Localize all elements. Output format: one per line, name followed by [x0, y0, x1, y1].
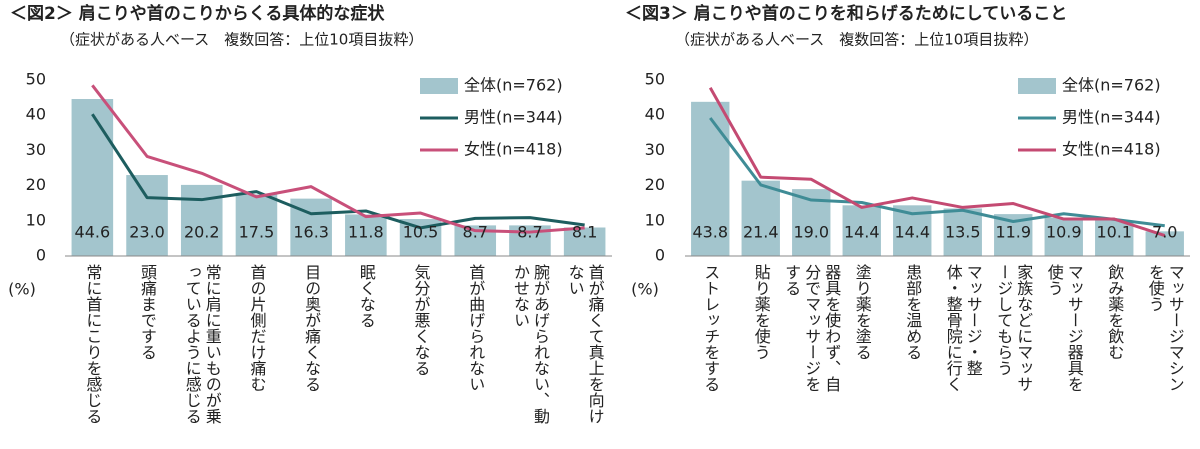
x-tick-label: 常に首にこりを感じる: [83, 264, 103, 424]
data-label: 7.0: [1152, 223, 1177, 242]
bar: [563, 227, 606, 256]
x-tick-label: マッサージ・整体・整骨院に行く: [943, 264, 983, 392]
bar: [71, 99, 114, 257]
bar: [1095, 220, 1134, 256]
x-tick-label: 器具を使わず、自分でマッサージをする: [782, 264, 842, 392]
y-axis-label: (%): [8, 280, 36, 299]
x-tick-label: 患部を温める: [903, 264, 923, 360]
chart-subtitle: （症状がある人ベース 複数回答：上位10項目抜粋）: [60, 31, 423, 49]
y-tick-label: 40: [645, 105, 665, 124]
legend-label: 男性(n=344): [1062, 108, 1161, 127]
x-tick-label: 首の片側だけ痛む: [247, 264, 267, 392]
y-tick-label: 30: [645, 140, 665, 159]
data-label: 8.7: [517, 223, 542, 242]
legend-label: 全体(n=762): [1062, 76, 1161, 95]
bar: [235, 194, 278, 256]
data-label: 21.4: [743, 223, 779, 242]
data-label: 11.8: [348, 223, 384, 242]
y-tick-label: 0: [655, 246, 665, 265]
y-tick-label: 20: [645, 175, 665, 194]
data-label: 8.7: [463, 223, 488, 242]
line: [708, 87, 1166, 238]
line: [709, 117, 1165, 228]
x-tick-label: 飲み薬を飲む: [1105, 264, 1125, 360]
y-tick-label: 50: [26, 70, 46, 89]
y-tick-label: 10: [645, 210, 665, 229]
legend-swatch: [1018, 78, 1056, 94]
line: [91, 113, 585, 230]
data-label: 14.4: [844, 223, 880, 242]
data-label: 44.6: [75, 223, 111, 242]
y-tick-label: 20: [26, 175, 46, 194]
y-tick-label: 40: [26, 105, 46, 124]
bar: [1044, 217, 1083, 256]
x-tick-label: 常に肩に重いものが乗っているように感じる: [182, 264, 222, 424]
x-tick-label: 目の奥が痛くなる: [302, 264, 322, 392]
data-label: 8.1: [572, 223, 597, 242]
y-tick-label: 10: [26, 210, 46, 229]
data-label: 19.0: [793, 223, 829, 242]
x-tick-label: 眠くなる: [356, 264, 376, 328]
bar: [345, 214, 387, 256]
data-label: 14.4: [894, 223, 930, 242]
y-axis-label: (%): [631, 280, 659, 299]
x-tick-label: 頭痛までする: [138, 264, 158, 360]
bar: [741, 180, 780, 256]
legend-swatch: [420, 78, 458, 94]
data-label: 43.8: [692, 223, 728, 242]
bar: [943, 208, 982, 256]
legend-label: 全体(n=762): [464, 76, 563, 95]
x-tick-label: 家族などにマッサージしてもらう: [994, 264, 1034, 392]
data-label: 23.0: [129, 223, 165, 242]
data-label: 10.9: [1046, 223, 1082, 242]
x-tick-label: マッサージマシンを使う: [1145, 264, 1185, 392]
data-label: 11.9: [995, 223, 1031, 242]
legend-label: 男性(n=344): [464, 108, 563, 127]
x-tick-label: 首が曲げられない: [466, 264, 486, 392]
x-tick-label: ストレッチをする: [701, 264, 721, 392]
y-tick-label: 0: [36, 246, 46, 265]
data-label: 16.3: [293, 223, 329, 242]
data-label: 13.5: [945, 223, 981, 242]
bar: [691, 101, 730, 256]
line: [91, 84, 585, 234]
data-label: 10.5: [403, 223, 439, 242]
x-tick-label: 気分が悪くなる: [411, 264, 431, 376]
bar: [126, 175, 168, 256]
chart-title: ＜図3＞ 肩こりや首のこりを和らげるためにしていること: [625, 3, 1067, 24]
chart-title: ＜図2＞ 肩こりや首のこりからくる具体的な症状: [10, 3, 385, 24]
data-label: 10.1: [1096, 223, 1132, 242]
x-tick-label: マッサージ器具を使う: [1044, 264, 1084, 392]
x-tick-label: 貼り薬を使う: [751, 264, 771, 360]
y-tick-label: 50: [645, 70, 665, 89]
bar: [842, 205, 881, 256]
x-tick-label: 塗り薬を塗る: [852, 264, 872, 360]
data-label: 17.5: [239, 223, 275, 242]
x-tick-label: 腕があげられない、動かせない: [510, 264, 550, 424]
legend-label: 女性(n=418): [1062, 140, 1161, 159]
y-tick-label: 30: [26, 140, 46, 159]
chart-subtitle: （症状がある人ベース 複数回答：上位10項目抜粋）: [675, 31, 1038, 49]
legend-label: 女性(n=418): [464, 140, 563, 159]
bar: [180, 184, 223, 256]
x-tick-label: 首が痛くて真上を向けない: [565, 264, 605, 424]
data-label: 20.2: [184, 223, 220, 242]
